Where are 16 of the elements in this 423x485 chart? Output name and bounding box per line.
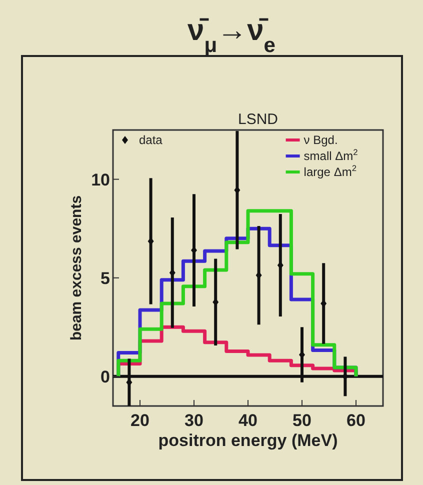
y-tick-label: 0 bbox=[100, 367, 110, 386]
chart-subtitle: LSND bbox=[238, 111, 278, 128]
x-tick-label: 20 bbox=[130, 411, 150, 430]
y-tick-label: 10 bbox=[91, 170, 110, 190]
y-axis-title: beam excess events bbox=[68, 195, 85, 341]
x-tick-label: 40 bbox=[238, 411, 258, 430]
legend-label: small Δm$^{2}$ bbox=[304, 147, 358, 163]
x-tick-label: 50 bbox=[292, 411, 312, 430]
x-tick-label: 30 bbox=[184, 411, 204, 430]
chart-title: ν̄$_{μ}$→ν̄$_{e}$ bbox=[188, 14, 276, 56]
x-axis-title: positron energy (MeV) bbox=[158, 431, 338, 450]
legend-label: ν Bgd. bbox=[304, 133, 338, 147]
x-tick-label: 60 bbox=[346, 411, 366, 430]
legend-label: data bbox=[139, 133, 163, 147]
legend-label: large Δm$^{2}$ bbox=[304, 163, 357, 179]
y-tick-label: 5 bbox=[100, 268, 110, 288]
